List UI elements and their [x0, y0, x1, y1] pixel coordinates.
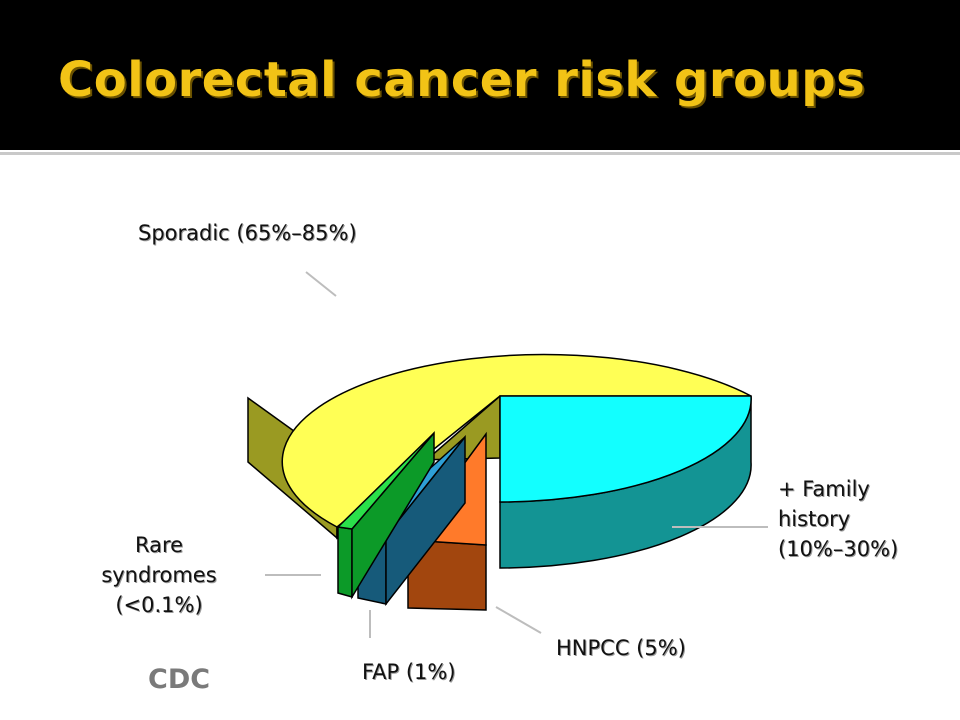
slice-family-history-top — [499, 395, 752, 503]
slice-rare-top — [336, 432, 435, 530]
label-family-history-line3: (10%–30%) — [778, 537, 899, 561]
label-sporadic: Sporadic (65%–85%) — [138, 221, 357, 245]
label-rare-syndromes: Rare syndromes (<0.1%) — [96, 530, 222, 620]
label-rare-line3: (<0.1%) — [115, 593, 203, 617]
label-rare-line1: Rare — [134, 533, 184, 557]
leader-sporadic — [305, 271, 337, 297]
label-rare-line2: syndromes — [101, 563, 217, 587]
leader-hnpcc — [495, 606, 542, 634]
title-bar — [0, 0, 960, 150]
label-family-history-line1: + Family — [778, 477, 870, 501]
label-family-history: + Family history (10%–30%) — [778, 474, 898, 564]
label-family-history-line2: history — [778, 507, 851, 531]
label-hnpcc: HNPCC (5%) — [556, 636, 686, 660]
label-fap: FAP (1%) — [362, 660, 456, 684]
slice-family-history — [499, 395, 752, 569]
title-underline — [0, 152, 960, 155]
slice-sporadic-top — [281, 353, 752, 528]
slice-rare — [336, 430, 435, 600]
source-label: CDC — [148, 664, 211, 695]
slide-title: Colorectal cancer risk groups — [58, 52, 866, 108]
slice-rare-front — [337, 526, 353, 598]
